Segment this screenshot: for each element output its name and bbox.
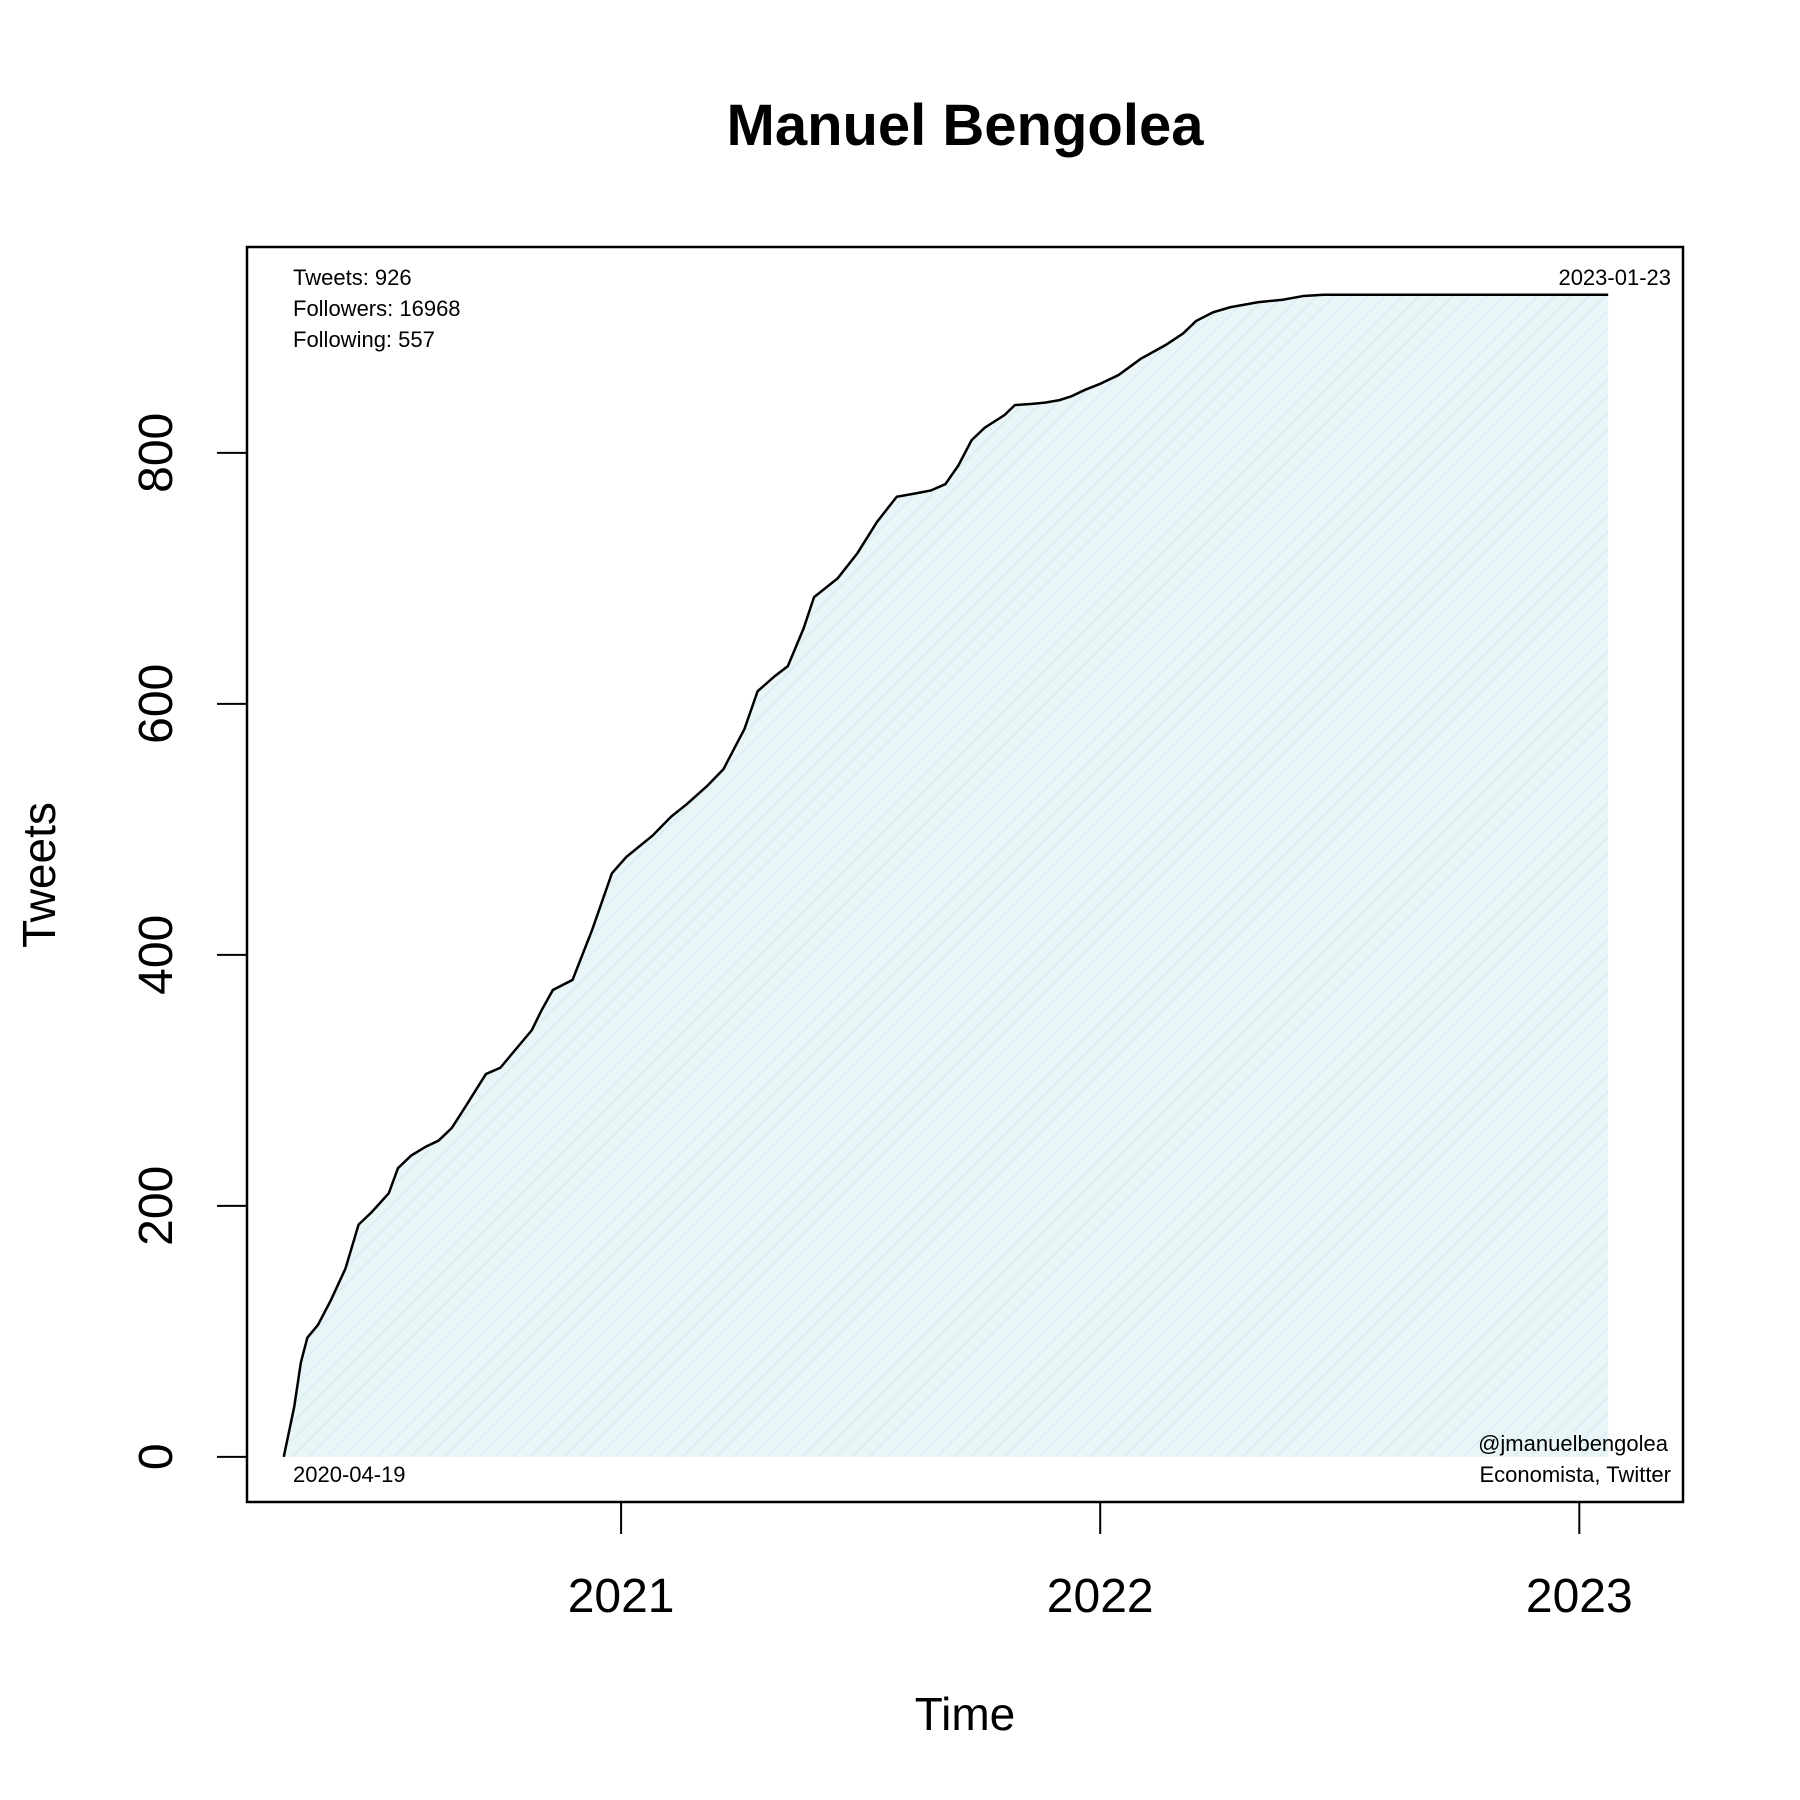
x-axis: 2021 2022 2023 [568, 1502, 1633, 1623]
chart-title: Manuel Bengolea [727, 93, 1205, 158]
cumulative-area-fill [283, 294, 1609, 1457]
y-tick-label: 800 [130, 413, 183, 493]
y-axis: 0 200 400 600 800 [130, 413, 248, 1470]
start-date-label: 2020-04-19 [293, 1462, 406, 1487]
followers-count-label: Followers: 16968 [293, 296, 461, 321]
y-tick-label: 0 [130, 1443, 183, 1470]
x-tick-label: 2023 [1526, 1570, 1633, 1623]
bottom-right-annotation: @jmanuelbengolea Economista, Twitter [1478, 1431, 1671, 1487]
twitter-handle-label: @jmanuelbengolea [1478, 1431, 1669, 1456]
y-tick-label: 400 [130, 915, 183, 995]
top-left-annotation: Tweets: 926 Followers: 16968 Following: … [293, 265, 461, 352]
y-tick-label: 200 [130, 1166, 183, 1246]
y-axis-label: Tweets [13, 802, 65, 948]
user-description-label: Economista, Twitter [1479, 1462, 1671, 1487]
y-tick-label: 600 [130, 664, 183, 744]
end-date-label: 2023-01-23 [1558, 265, 1671, 290]
tweets-count-label: Tweets: 926 [293, 265, 412, 290]
x-axis-label: Time [915, 1688, 1016, 1740]
plot-area [245, 245, 1685, 1504]
x-tick-label: 2021 [568, 1570, 675, 1623]
following-count-label: Following: 557 [293, 327, 435, 352]
cumulative-tweets-line [282, 293, 1609, 1458]
x-tick-label: 2022 [1047, 1570, 1154, 1623]
